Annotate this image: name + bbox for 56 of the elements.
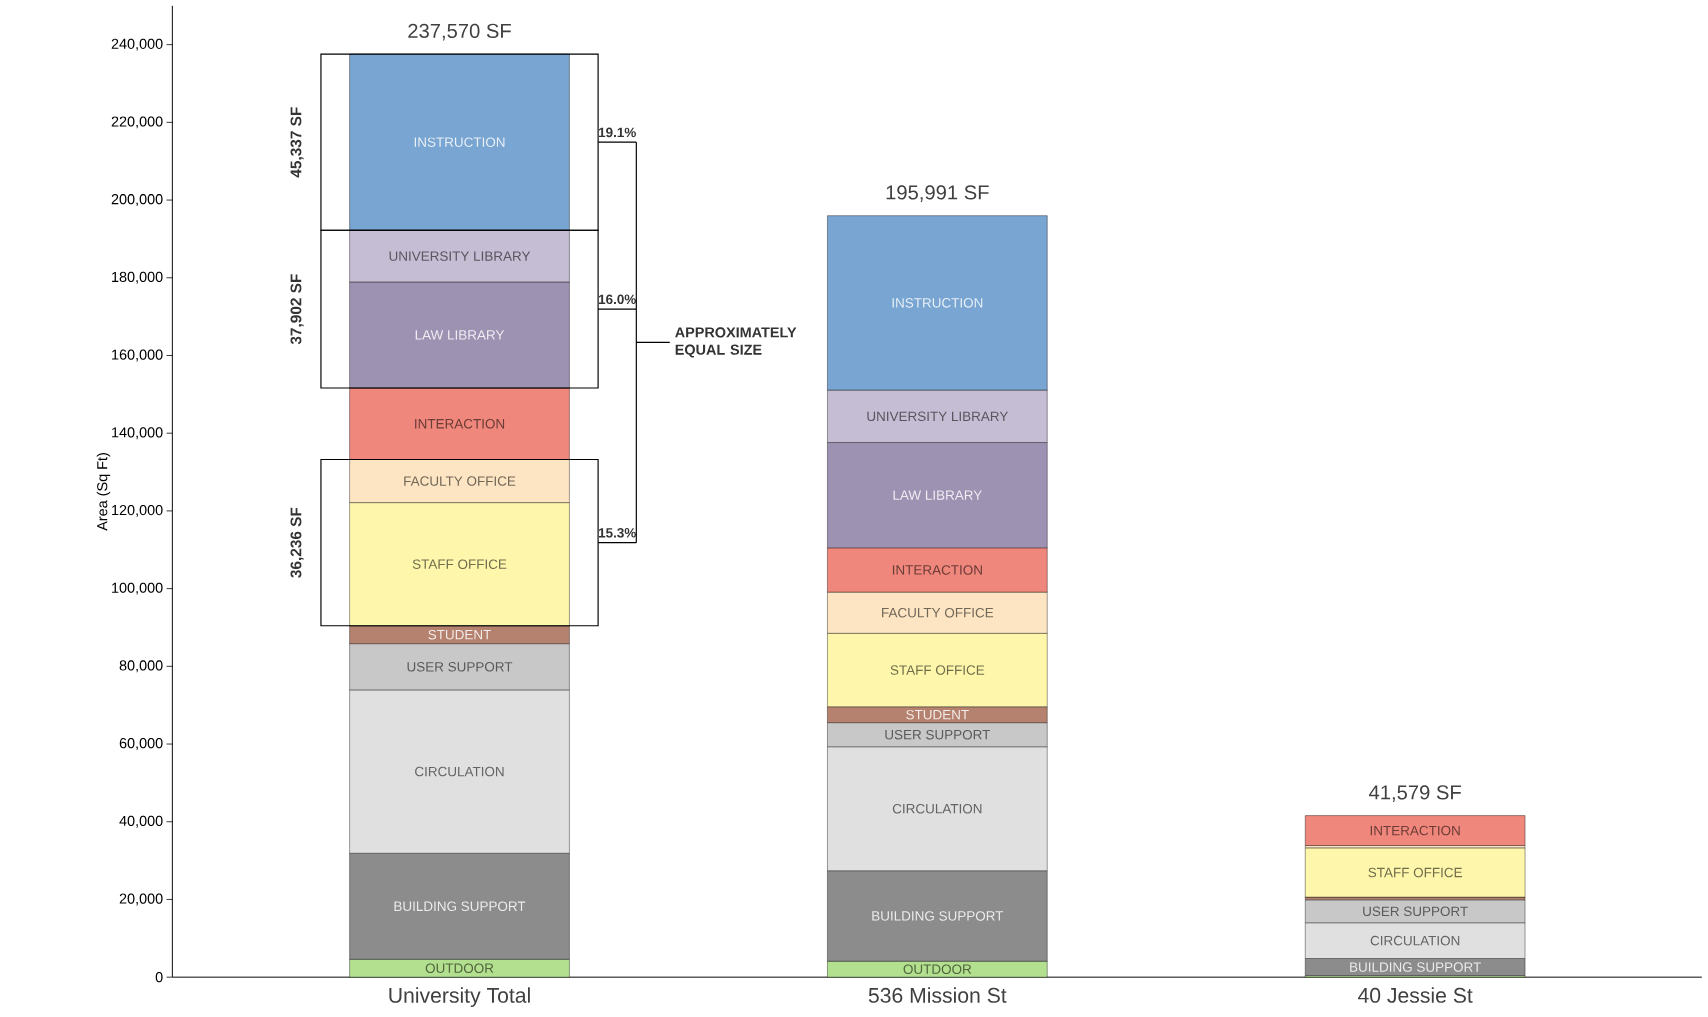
y-tick-label: 240,000 <box>111 38 163 51</box>
y-tick-label: 220,000 <box>111 116 163 129</box>
series-label: UNIVERSITY LIBRARY <box>389 251 531 261</box>
annotation: 16.0% <box>598 294 636 305</box>
y-tick-label: 100,000 <box>112 582 163 595</box>
series-label: INTERACTION <box>1370 825 1460 836</box>
series-label: STAFF OFFICE <box>1368 867 1462 878</box>
annotation: APPROXIMATELY EQUAL SIZE <box>675 327 797 358</box>
text: STAFF OFFICE <box>412 559 507 570</box>
text: LAW LIBRARY <box>415 330 505 340</box>
series-label: USER SUPPORT <box>1363 906 1468 917</box>
total-label: 41,579 SF <box>1369 785 1461 803</box>
text: INSTRUCTION <box>892 298 983 308</box>
x-tick-label: University Total <box>389 987 530 1008</box>
series-label: BUILDING SUPPORT <box>1350 962 1481 972</box>
text: INTERACTION <box>415 419 505 429</box>
text: OUTDOOR <box>425 963 494 974</box>
annotation: 37,902 SF <box>290 274 304 345</box>
y-tick-label: 80,000 <box>119 660 163 673</box>
x-tick-label: 536 Mission St <box>868 987 1007 1003</box>
y-tick-label: 0 <box>155 972 163 983</box>
y-tick-label: 160,000 <box>112 349 163 362</box>
y-tick-label: 40,000 <box>119 815 163 828</box>
bar <box>1305 815 1526 846</box>
y-tick-label: 140,000 <box>112 427 163 440</box>
y-tick-label: 120,000 <box>112 505 163 517</box>
text: BUILDING SUPPORT <box>394 901 526 912</box>
x-tick-label: 40 Jessie St <box>1358 987 1473 1003</box>
annotation: 36,236 SF <box>290 507 304 578</box>
y-tick-label: 20,000 <box>119 893 163 906</box>
total-label: 237,570 SF <box>408 23 511 41</box>
y-tick-label: 60,000 <box>119 738 163 751</box>
total-label: 195,991 SF <box>886 185 989 203</box>
text: STAFF OFFICE <box>890 665 985 675</box>
bar <box>1305 847 1526 898</box>
series-label: LAW LIBRARY <box>893 490 982 500</box>
y-tick-label: 180,000 <box>112 271 163 284</box>
series-label: CIRCULATION <box>1370 935 1460 946</box>
text: USER SUPPORT <box>407 662 513 672</box>
series-label: FACULTY OFFICE <box>882 608 994 618</box>
text: FACULTY OFFICE <box>404 476 516 486</box>
y-tick-label: 200,000 <box>111 194 163 207</box>
series-label: INSTRUCTION <box>414 137 505 148</box>
annotation: 45,337 SF <box>290 107 304 178</box>
y-axis-title: Area (Sq Ft) <box>96 453 111 531</box>
text: BUILDING SUPPORT <box>872 911 1004 921</box>
text: INTERACTION <box>892 565 982 575</box>
text: CIRCULATION <box>892 804 982 814</box>
text: USER SUPPORT <box>885 730 991 740</box>
series-label: OUTDOOR <box>903 964 972 975</box>
text: UNIVERSITY LIBRARY <box>867 411 1009 422</box>
annotation: 19.1% <box>598 127 636 138</box>
annotation: 15.3% <box>598 528 636 538</box>
text: CIRCULATION <box>415 766 504 777</box>
text: STUDENT <box>428 630 492 640</box>
series-label: STUDENT <box>906 710 969 720</box>
